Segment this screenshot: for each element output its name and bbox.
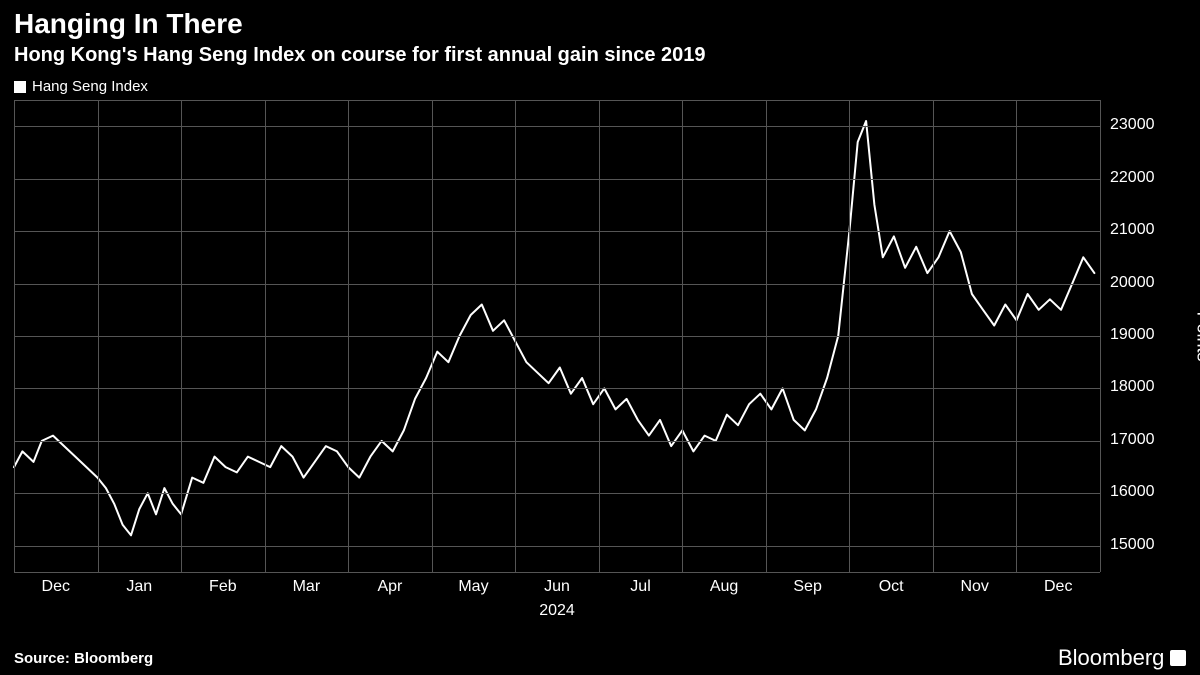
x-tick-label: Aug	[710, 578, 738, 596]
gridline-horizontal	[14, 388, 1100, 389]
brand-logo: Bloomberg	[1058, 645, 1186, 671]
x-tick-label: Jun	[544, 578, 570, 596]
x-tick-label: Feb	[209, 578, 237, 596]
gridline-vertical	[599, 100, 600, 572]
legend: Hang Seng Index	[14, 78, 148, 95]
y-tick-label: 19000	[1110, 326, 1155, 344]
y-tick-label: 20000	[1110, 274, 1155, 292]
x-tick-label: Oct	[879, 578, 904, 596]
brand-text: Bloomberg	[1058, 645, 1164, 671]
y-tick-label: 18000	[1110, 378, 1155, 396]
legend-label: Hang Seng Index	[32, 78, 148, 95]
gridline-vertical	[933, 100, 934, 572]
x-tick-label: Nov	[960, 578, 988, 596]
gridline-horizontal	[14, 284, 1100, 285]
gridline-vertical	[766, 100, 767, 572]
x-tick-label: Dec	[1044, 578, 1072, 596]
gridline-vertical	[348, 100, 349, 572]
gridline-horizontal	[14, 231, 1100, 232]
y-tick-label: 16000	[1110, 483, 1155, 501]
gridline-vertical	[682, 100, 683, 572]
gridline-horizontal	[14, 572, 1100, 573]
legend-marker	[14, 81, 26, 93]
x-tick-label: Apr	[377, 578, 402, 596]
gridline-vertical	[98, 100, 99, 572]
y-tick-label: 21000	[1110, 221, 1155, 239]
gridline-horizontal	[14, 179, 1100, 180]
x-axis-year-label: 2024	[539, 602, 575, 620]
gridline-horizontal	[14, 336, 1100, 337]
gridline-horizontal	[14, 546, 1100, 547]
source-attribution: Source: Bloomberg	[14, 650, 153, 667]
gridline-vertical	[515, 100, 516, 572]
gridline-vertical	[265, 100, 266, 572]
chart-plot-area: 1500016000170001800019000200002100022000…	[14, 100, 1100, 572]
x-tick-label: Mar	[293, 578, 321, 596]
brand-icon	[1170, 650, 1186, 666]
x-tick-label: Jan	[126, 578, 152, 596]
y-axis-title: Points	[1193, 311, 1200, 361]
gridline-vertical	[1016, 100, 1017, 572]
gridline-vertical	[849, 100, 850, 572]
y-tick-label: 15000	[1110, 536, 1155, 554]
gridline-vertical	[14, 100, 15, 572]
x-tick-label: May	[458, 578, 488, 596]
chart-title: Hanging In There	[14, 8, 243, 40]
gridline-horizontal	[14, 441, 1100, 442]
gridline-vertical	[1100, 100, 1101, 572]
gridline-vertical	[432, 100, 433, 572]
x-tick-label: Dec	[42, 578, 70, 596]
gridline-horizontal	[14, 100, 1100, 101]
gridline-horizontal	[14, 493, 1100, 494]
y-tick-label: 22000	[1110, 169, 1155, 187]
x-tick-label: Sep	[793, 578, 821, 596]
gridline-vertical	[181, 100, 182, 572]
gridline-horizontal	[14, 126, 1100, 127]
y-tick-label: 17000	[1110, 431, 1155, 449]
y-tick-label: 23000	[1110, 116, 1155, 134]
chart-subtitle: Hong Kong's Hang Seng Index on course fo…	[14, 44, 706, 67]
x-tick-label: Jul	[630, 578, 650, 596]
